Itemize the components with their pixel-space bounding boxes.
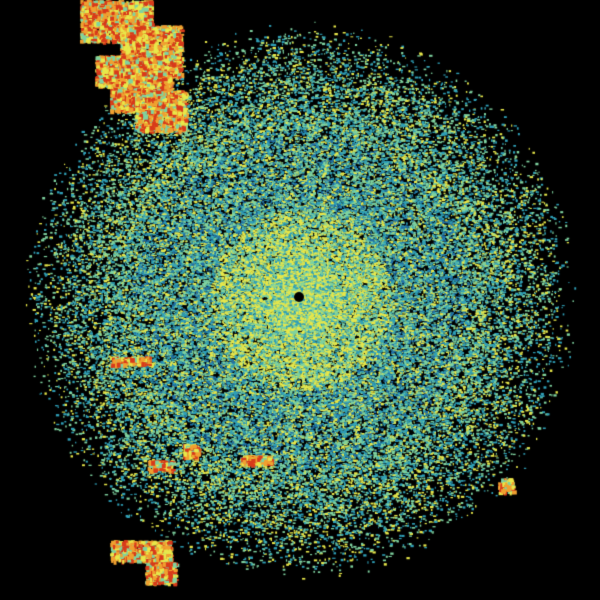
- radar-reflectivity-image: [0, 0, 600, 600]
